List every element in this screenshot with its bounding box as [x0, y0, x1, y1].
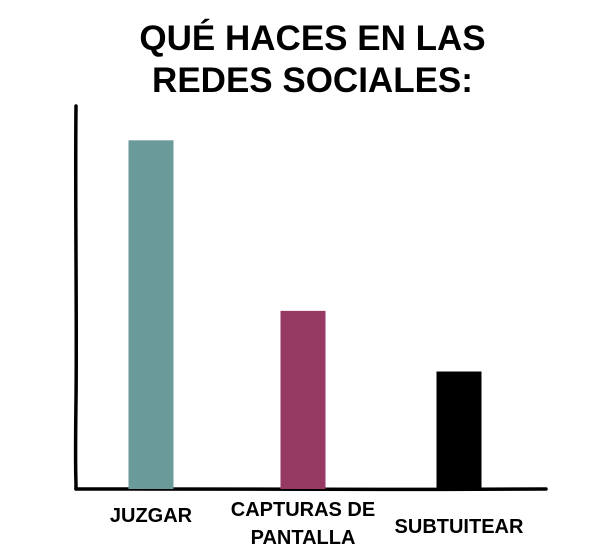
chart-title: QUÉ HACES EN LAS REDES SOCIALES:: [0, 18, 605, 102]
bar-2: [280, 310, 326, 489]
x-tick-label-1-line-1: JUZGAR: [110, 505, 193, 527]
x-tick-labels: JUZGAR CAPTURAS DE PANTALLA SUBTUITEAR: [110, 499, 524, 549]
bar-3: [436, 371, 482, 489]
chart-title-line-2: REDES SOCIALES:: [152, 61, 473, 100]
x-tick-label-3-line-1: SUBTUITEAR: [395, 516, 524, 538]
x-tick-label-2-line-1: CAPTURAS DE: [231, 499, 375, 521]
bars-group: [128, 140, 482, 489]
bar-1: [128, 140, 174, 489]
x-tick-label-2-line-2: PANTALLA: [251, 527, 356, 549]
y-axis: [73, 104, 79, 491]
chart-title-line-1: QUÉ HACES EN LAS: [139, 19, 486, 58]
